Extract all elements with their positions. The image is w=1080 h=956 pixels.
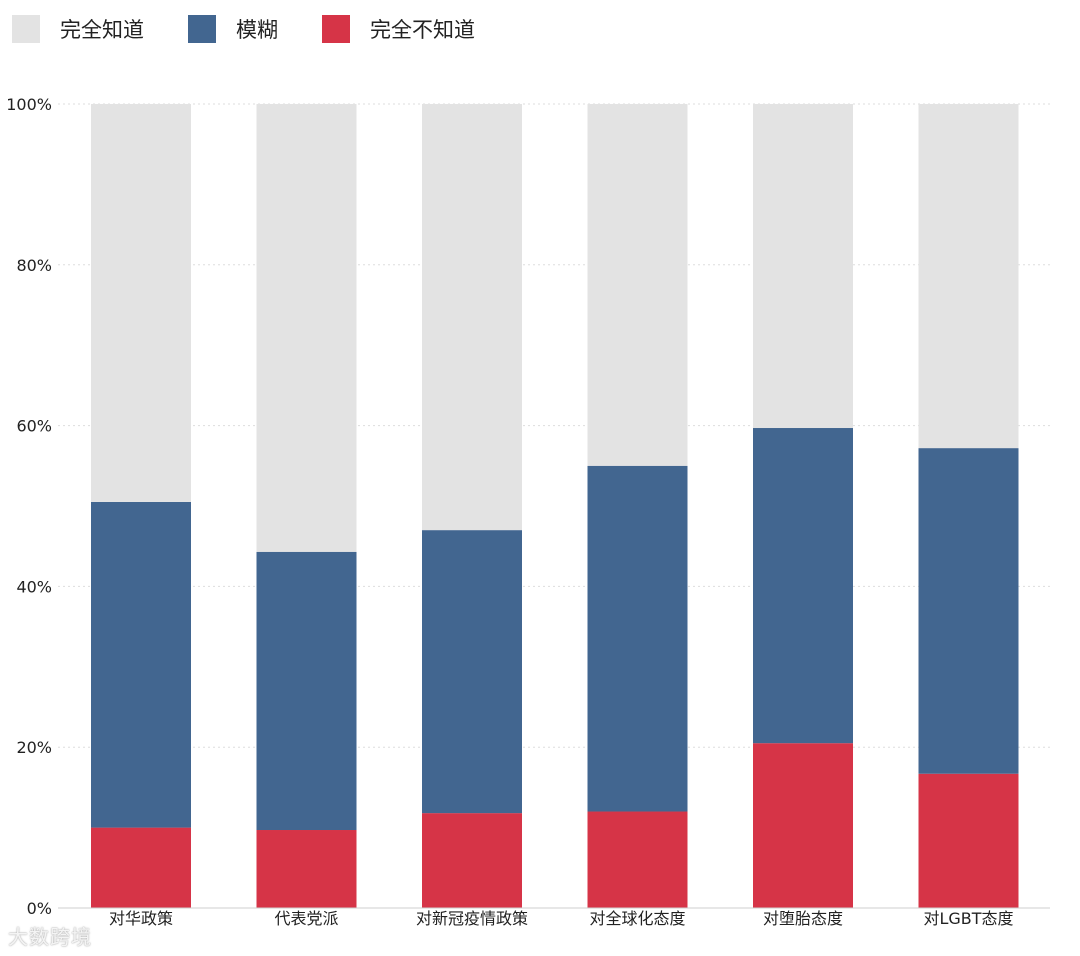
legend-item-unknown: 完全不知道 bbox=[322, 14, 475, 44]
legend-item-vague: 模糊 bbox=[188, 14, 278, 44]
bar-segment-2-2 bbox=[422, 104, 522, 531]
y-tick-label: 20% bbox=[16, 738, 52, 757]
legend-item-known: 完全知道 bbox=[12, 14, 144, 44]
bar-segment-3-0 bbox=[587, 811, 688, 908]
x-tick-label: 代表党派 bbox=[274, 909, 338, 928]
gridlines bbox=[58, 103, 1050, 748]
bar-segment-1-1 bbox=[256, 551, 357, 831]
axes: 0% 20% 40% 60% 80% 100% 对华政策 代表党派 对新冠疫情政策 对全球化态度 对… bbox=[6, 95, 1050, 928]
legend-swatch-known bbox=[12, 15, 40, 43]
bar-segment-3-1 bbox=[587, 465, 688, 812]
bar-segment-0-2 bbox=[91, 104, 191, 502]
legend-label-vague: 模糊 bbox=[236, 18, 278, 42]
x-tick-label: 对堕胎态度 bbox=[763, 909, 843, 928]
legend-swatch-vague bbox=[188, 15, 216, 43]
bars bbox=[91, 104, 1019, 908]
watermark-text: 大数跨境 bbox=[8, 925, 92, 949]
x-tick-label: 对华政策 bbox=[109, 909, 173, 928]
x-tick-label: 对新冠疫情政策 bbox=[416, 909, 528, 928]
bar-segment-4-1 bbox=[753, 428, 853, 744]
y-tick-label: 100% bbox=[6, 95, 52, 114]
bar-segment-0-1 bbox=[91, 501, 191, 828]
bar-segment-4-2 bbox=[753, 104, 853, 429]
y-tick-label: 0% bbox=[27, 899, 52, 918]
bar-segment-5-0 bbox=[918, 773, 1019, 908]
x-tick-label: 对全球化态度 bbox=[589, 909, 685, 928]
bar-segment-1-0 bbox=[256, 830, 357, 908]
bar-segment-3-2 bbox=[587, 104, 688, 466]
bar-segment-5-2 bbox=[918, 104, 1019, 449]
legend-label-unknown: 完全不知道 bbox=[370, 18, 475, 42]
bar-segment-5-1 bbox=[918, 448, 1019, 774]
y-tick-label: 80% bbox=[16, 256, 52, 275]
bar-segment-4-0 bbox=[753, 743, 853, 908]
bar-segment-1-2 bbox=[256, 104, 357, 552]
legend: 完全知道 模糊 完全不知道 bbox=[12, 14, 519, 44]
bar-segment-2-1 bbox=[422, 530, 522, 814]
x-tick-label: 对LGBT态度 bbox=[923, 909, 1013, 928]
legend-label-known: 完全知道 bbox=[60, 18, 144, 42]
bar-segment-0-0 bbox=[91, 827, 191, 908]
y-tick-label: 60% bbox=[16, 417, 52, 436]
legend-swatch-unknown bbox=[322, 15, 350, 43]
bar-segment-2-0 bbox=[422, 813, 522, 908]
y-tick-label: 40% bbox=[16, 577, 52, 596]
